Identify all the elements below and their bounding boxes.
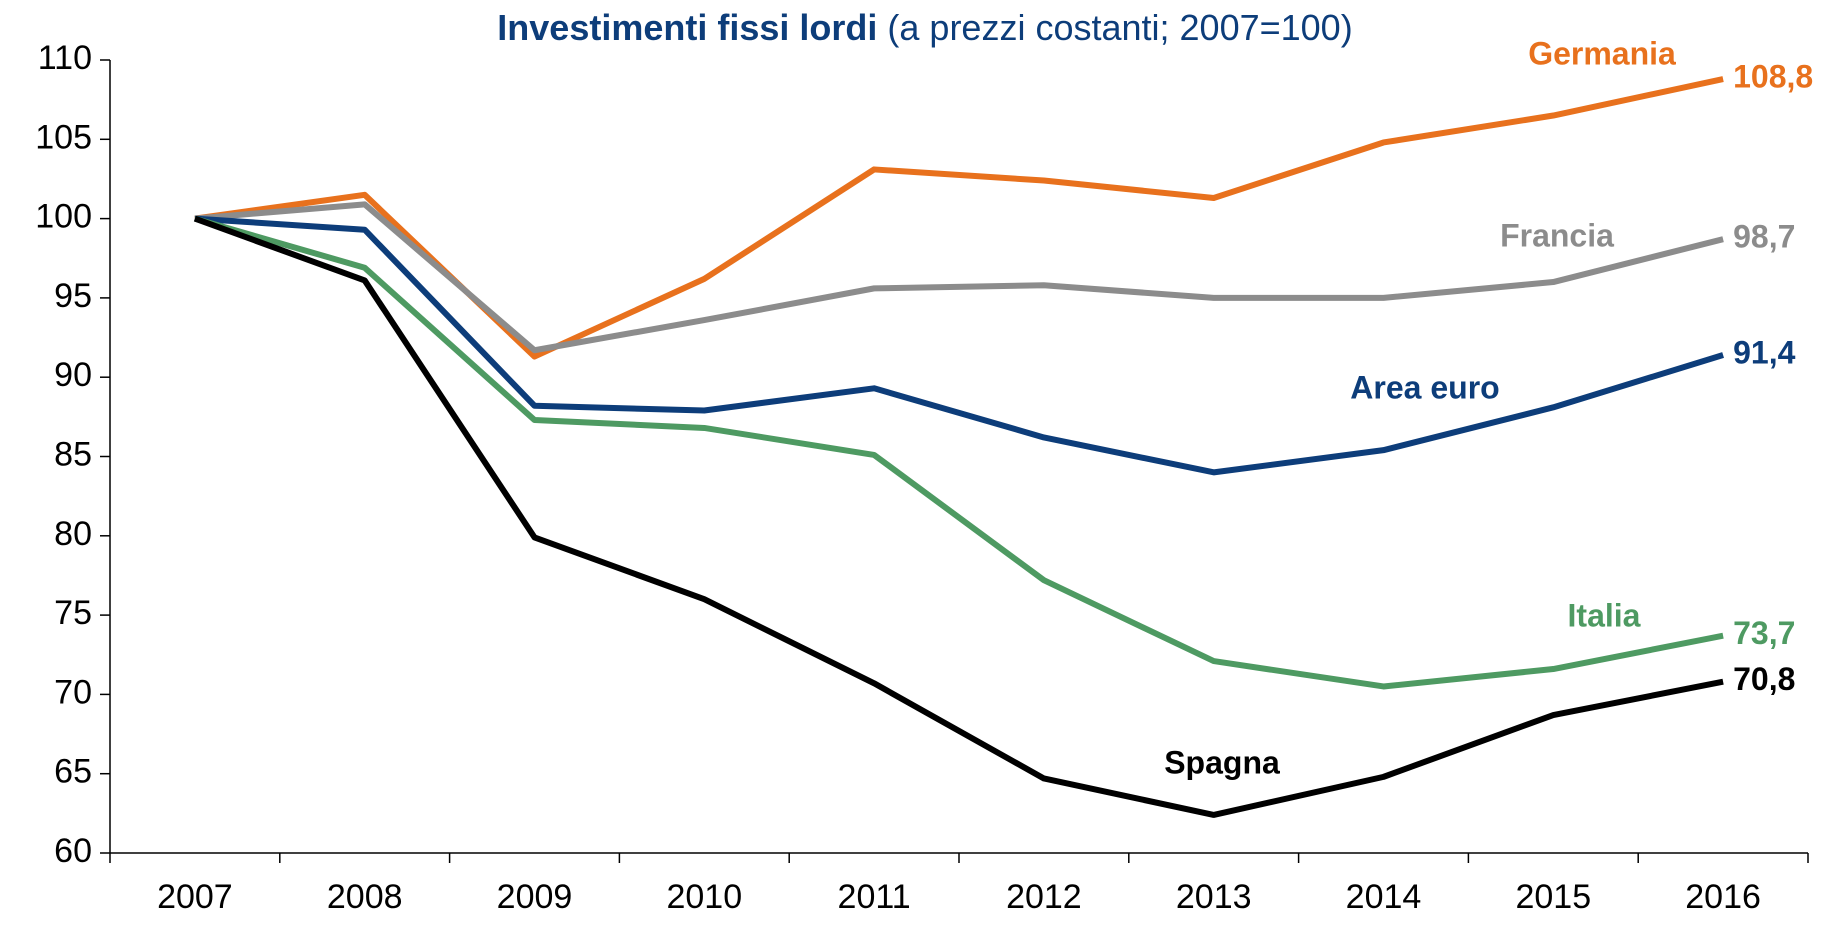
series-line (194, 201, 1724, 354)
x-tick-label: 2008 (327, 878, 403, 916)
y-tick-label: 70 (54, 673, 92, 711)
y-tick-label: 75 (54, 594, 92, 632)
series-line (194, 215, 1724, 476)
series-label: Italia (1568, 597, 1641, 633)
series-label: Spagna (1164, 744, 1280, 780)
value-label: 70,8 (1733, 661, 1795, 697)
y-tick-label: 60 (54, 832, 92, 870)
series-label: Francia (1500, 217, 1614, 253)
x-tick-label: 2013 (1176, 878, 1252, 916)
chart-title-group: Investimenti fissi lordi (a prezzi costa… (497, 7, 1352, 48)
x-tick-label: 2012 (1006, 878, 1082, 916)
x-tick-label: 2014 (1346, 878, 1422, 916)
y-tick-label: 110 (38, 39, 92, 77)
y-tick-label: 90 (54, 356, 92, 394)
series-label: Germania (1528, 35, 1676, 71)
x-tick-label: 2011 (838, 878, 911, 916)
y-tick-label: 80 (54, 515, 92, 553)
x-tick-label: 2009 (497, 878, 573, 916)
chart-title: Investimenti fissi lordi (497, 7, 877, 48)
x-tick-label: 2007 (157, 878, 233, 916)
chart-subtitle: (a prezzi costanti; 2007=100) (887, 7, 1352, 48)
x-tick-label: 2010 (666, 878, 742, 916)
value-label: 91,4 (1733, 334, 1795, 370)
x-tick-label: 2015 (1515, 878, 1591, 916)
series-label: Area euro (1350, 369, 1499, 405)
x-tick-label: 2016 (1685, 878, 1761, 916)
y-tick-label: 100 (35, 198, 92, 236)
value-label: 108,8 (1733, 58, 1813, 94)
series-line (194, 215, 1724, 690)
y-tick-label: 95 (54, 277, 92, 315)
series-line (193, 215, 1724, 818)
value-label: 73,7 (1733, 615, 1795, 651)
series-line (194, 76, 1724, 360)
y-tick-label: 65 (54, 753, 92, 791)
value-label: 98,7 (1733, 219, 1795, 255)
y-tick-label: 85 (54, 435, 92, 473)
y-tick-label: 105 (35, 118, 92, 156)
